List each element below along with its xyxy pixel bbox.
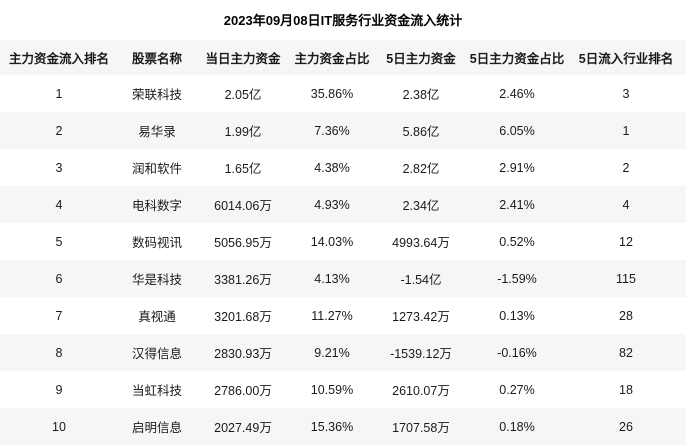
cell-today-main-fund: 2027.49万 — [196, 408, 290, 445]
cell-5day-main-fund: 1707.58万 — [374, 408, 468, 445]
fund-flow-table: 主力资金流入排名 股票名称 当日主力资金 主力资金占比 5日主力资金 5日主力资… — [0, 40, 686, 445]
cell-today-main-fund: 2830.93万 — [196, 334, 290, 371]
cell-5day-fund-ratio: 2.46% — [468, 75, 566, 112]
cell-today-main-fund: 1.99亿 — [196, 112, 290, 149]
cell-rank: 10 — [0, 408, 118, 445]
cell-stock-name: 华是科技 — [118, 260, 196, 297]
table-title: 2023年09月08日IT服务行业资金流入统计 — [223, 13, 463, 28]
cell-5day-industry-rank: 82 — [566, 334, 686, 371]
cell-main-fund-ratio: 11.27% — [290, 297, 374, 334]
cell-5day-fund-ratio: -0.16% — [468, 334, 566, 371]
cell-today-main-fund: 5056.95万 — [196, 223, 290, 260]
table-row: 5 数码视讯 5056.95万 14.03% 4993.64万 0.52% 12 — [0, 223, 686, 260]
cell-rank: 6 — [0, 260, 118, 297]
cell-stock-name: 当虹科技 — [118, 371, 196, 408]
cell-stock-name: 真视通 — [118, 297, 196, 334]
column-header-today-main-fund: 当日主力资金 — [196, 40, 290, 75]
cell-5day-fund-ratio: 6.05% — [468, 112, 566, 149]
cell-stock-name: 电科数字 — [118, 186, 196, 223]
cell-5day-fund-ratio: 2.41% — [468, 186, 566, 223]
table-row: 4 电科数字 6014.06万 4.93% 2.34亿 2.41% 4 — [0, 186, 686, 223]
cell-5day-industry-rank: 2 — [566, 149, 686, 186]
cell-5day-industry-rank: 18 — [566, 371, 686, 408]
cell-5day-fund-ratio: 0.13% — [468, 297, 566, 334]
cell-5day-industry-rank: 1 — [566, 112, 686, 149]
header-row: 主力资金流入排名 股票名称 当日主力资金 主力资金占比 5日主力资金 5日主力资… — [0, 40, 686, 75]
cell-main-fund-ratio: 4.38% — [290, 149, 374, 186]
cell-stock-name: 易华录 — [118, 112, 196, 149]
cell-5day-main-fund: -1539.12万 — [374, 334, 468, 371]
cell-rank: 2 — [0, 112, 118, 149]
table-row: 10 启明信息 2027.49万 15.36% 1707.58万 0.18% 2… — [0, 408, 686, 445]
cell-main-fund-ratio: 7.36% — [290, 112, 374, 149]
cell-5day-industry-rank: 115 — [566, 260, 686, 297]
cell-5day-industry-rank: 4 — [566, 186, 686, 223]
table-row: 7 真视通 3201.68万 11.27% 1273.42万 0.13% 28 — [0, 297, 686, 334]
cell-main-fund-ratio: 4.93% — [290, 186, 374, 223]
cell-5day-fund-ratio: 0.52% — [468, 223, 566, 260]
cell-stock-name: 润和软件 — [118, 149, 196, 186]
cell-main-fund-ratio: 15.36% — [290, 408, 374, 445]
column-header-5day-fund-ratio: 5日主力资金占比 — [468, 40, 566, 75]
cell-stock-name: 荣联科技 — [118, 75, 196, 112]
cell-5day-fund-ratio: 0.18% — [468, 408, 566, 445]
cell-5day-fund-ratio: 2.91% — [468, 149, 566, 186]
table-row: 9 当虹科技 2786.00万 10.59% 2610.07万 0.27% 18 — [0, 371, 686, 408]
table-row: 1 荣联科技 2.05亿 35.86% 2.38亿 2.46% 3 — [0, 75, 686, 112]
cell-5day-industry-rank: 3 — [566, 75, 686, 112]
cell-5day-industry-rank: 28 — [566, 297, 686, 334]
column-header-main-fund-ratio: 主力资金占比 — [290, 40, 374, 75]
column-header-stock-name: 股票名称 — [118, 40, 196, 75]
cell-today-main-fund: 2786.00万 — [196, 371, 290, 408]
table-row: 2 易华录 1.99亿 7.36% 5.86亿 6.05% 1 — [0, 112, 686, 149]
cell-stock-name: 数码视讯 — [118, 223, 196, 260]
cell-5day-main-fund: 2.82亿 — [374, 149, 468, 186]
cell-5day-main-fund: 1273.42万 — [374, 297, 468, 334]
cell-main-fund-ratio: 35.86% — [290, 75, 374, 112]
cell-stock-name: 汉得信息 — [118, 334, 196, 371]
cell-today-main-fund: 6014.06万 — [196, 186, 290, 223]
cell-main-fund-ratio: 14.03% — [290, 223, 374, 260]
table-header: 主力资金流入排名 股票名称 当日主力资金 主力资金占比 5日主力资金 5日主力资… — [0, 40, 686, 75]
cell-5day-industry-rank: 12 — [566, 223, 686, 260]
cell-5day-main-fund: 2.38亿 — [374, 75, 468, 112]
table-row: 3 润和软件 1.65亿 4.38% 2.82亿 2.91% 2 — [0, 149, 686, 186]
cell-rank: 5 — [0, 223, 118, 260]
cell-rank: 1 — [0, 75, 118, 112]
cell-5day-main-fund: -1.54亿 — [374, 260, 468, 297]
column-header-5day-main-fund: 5日主力资金 — [374, 40, 468, 75]
table-row: 8 汉得信息 2830.93万 9.21% -1539.12万 -0.16% 8… — [0, 334, 686, 371]
cell-rank: 4 — [0, 186, 118, 223]
table-body: 1 荣联科技 2.05亿 35.86% 2.38亿 2.46% 3 2 易华录 … — [0, 75, 686, 445]
column-header-inflow-rank: 主力资金流入排名 — [0, 40, 118, 75]
cell-today-main-fund: 1.65亿 — [196, 149, 290, 186]
cell-main-fund-ratio: 10.59% — [290, 371, 374, 408]
cell-today-main-fund: 3381.26万 — [196, 260, 290, 297]
cell-rank: 3 — [0, 149, 118, 186]
cell-today-main-fund: 2.05亿 — [196, 75, 290, 112]
cell-main-fund-ratio: 4.13% — [290, 260, 374, 297]
cell-main-fund-ratio: 9.21% — [290, 334, 374, 371]
cell-rank: 7 — [0, 297, 118, 334]
cell-5day-main-fund: 2.34亿 — [374, 186, 468, 223]
cell-today-main-fund: 3201.68万 — [196, 297, 290, 334]
cell-stock-name: 启明信息 — [118, 408, 196, 445]
column-header-5day-industry-rank: 5日流入行业排名 — [566, 40, 686, 75]
cell-5day-industry-rank: 26 — [566, 408, 686, 445]
cell-rank: 8 — [0, 334, 118, 371]
cell-5day-main-fund: 5.86亿 — [374, 112, 468, 149]
cell-5day-fund-ratio: 0.27% — [468, 371, 566, 408]
table-row: 6 华是科技 3381.26万 4.13% -1.54亿 -1.59% 115 — [0, 260, 686, 297]
cell-5day-fund-ratio: -1.59% — [468, 260, 566, 297]
cell-rank: 9 — [0, 371, 118, 408]
cell-5day-main-fund: 2610.07万 — [374, 371, 468, 408]
cell-5day-main-fund: 4993.64万 — [374, 223, 468, 260]
